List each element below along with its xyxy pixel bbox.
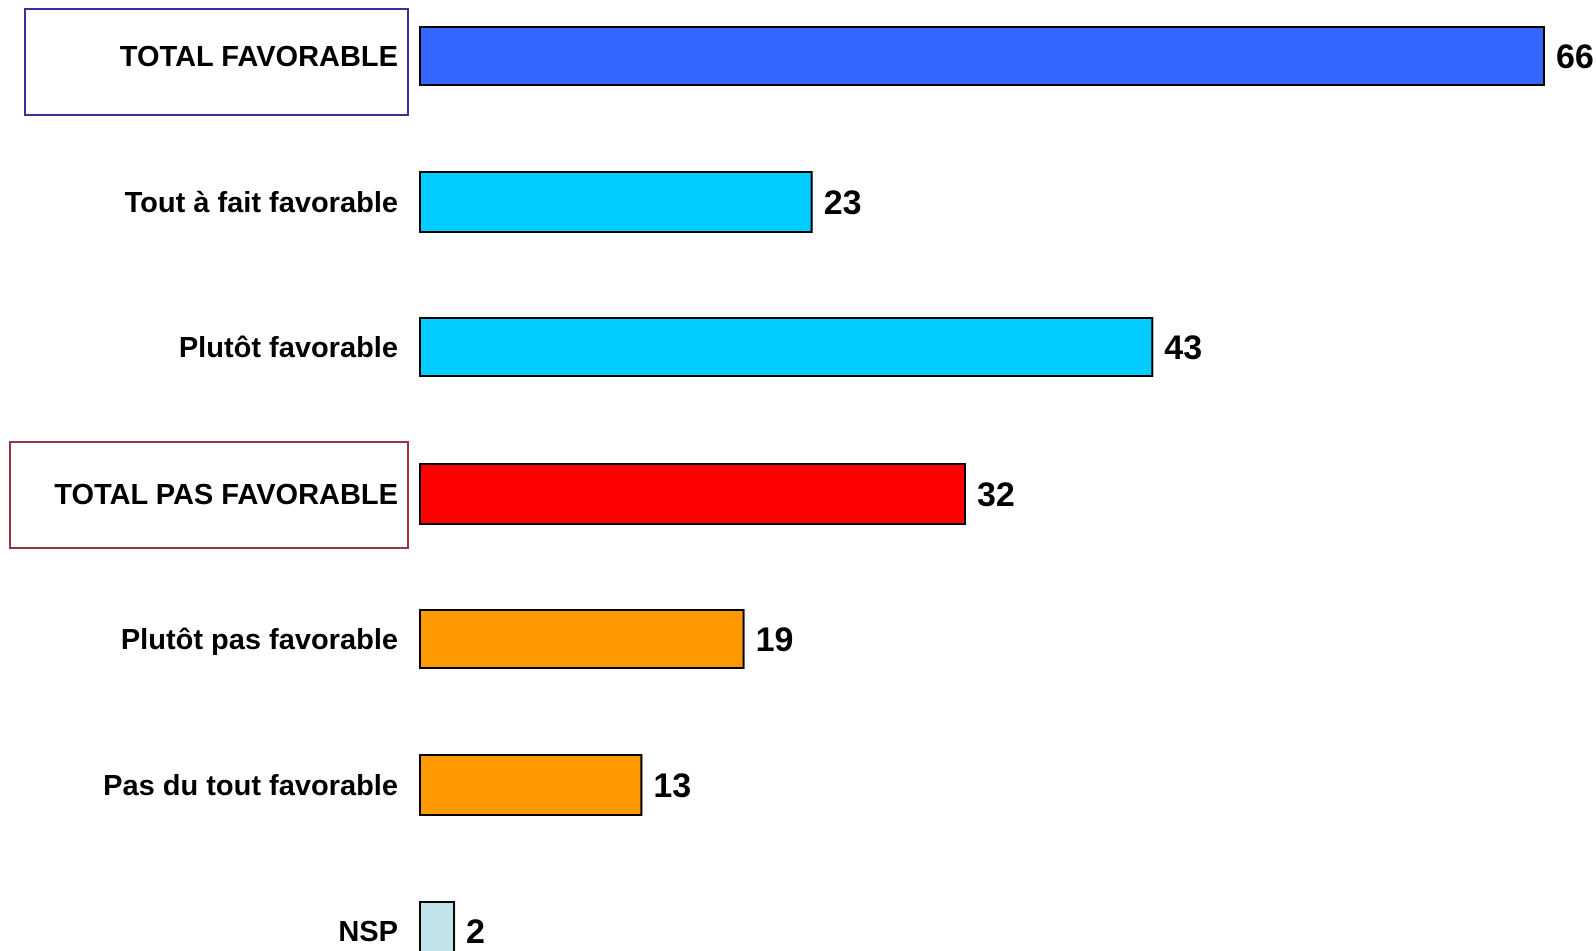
value-label-tout-a-fait-favorable: 23 (824, 184, 862, 222)
value-label-total-favorable: 66 (1556, 38, 1594, 76)
category-label-plutot-pas-favorable: Plutôt pas favorable (121, 624, 398, 656)
value-label-nsp: 2 (466, 913, 485, 951)
bar-plutot-favorable (419, 317, 1154, 377)
category-label-box-total-pas-favorable (9, 441, 409, 549)
value-label-plutot-favorable: 43 (1164, 329, 1202, 367)
bar-total-pas-favorable (419, 463, 966, 525)
value-label-total-pas-favorable: 32 (977, 476, 1015, 514)
bar-plutot-pas-favorable (419, 609, 745, 669)
category-label-total-favorable: TOTAL FAVORABLE (120, 41, 398, 73)
bar-pas-du-tout-favorable (419, 754, 643, 816)
value-label-pas-du-tout-favorable: 13 (653, 767, 691, 805)
value-label-plutot-pas-favorable: 19 (756, 621, 794, 659)
category-label-total-pas-favorable: TOTAL PAS FAVORABLE (54, 479, 398, 511)
category-label-plutot-favorable: Plutôt favorable (179, 332, 398, 364)
bar-total-favorable (419, 26, 1545, 86)
category-label-tout-a-fait-favorable: Tout à fait favorable (125, 187, 398, 219)
bar-nsp (419, 901, 456, 951)
category-label-nsp: NSP (338, 916, 398, 948)
category-label-pas-du-tout-favorable: Pas du tout favorable (103, 770, 398, 802)
bar-tout-a-fait-favorable (419, 171, 813, 233)
category-label-box-total-favorable (24, 8, 409, 116)
